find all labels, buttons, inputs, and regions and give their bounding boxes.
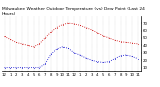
Text: Milwaukee Weather Outdoor Temperature (vs) Dew Point (Last 24 Hours): Milwaukee Weather Outdoor Temperature (v… xyxy=(2,7,144,16)
